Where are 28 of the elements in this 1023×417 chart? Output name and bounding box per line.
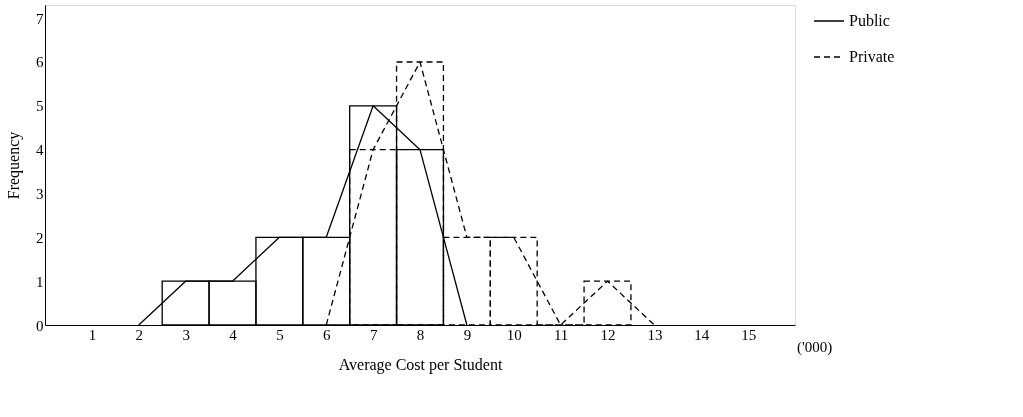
x-tick-label: 12 xyxy=(600,326,616,343)
y-tick-label: 4 xyxy=(36,142,44,159)
x-tick-label: 1 xyxy=(88,326,97,343)
x-tick-label: 2 xyxy=(135,326,143,343)
y-tick-label: 3 xyxy=(36,185,44,202)
x-tick-label: 15 xyxy=(741,326,757,343)
x-tick-label: 5 xyxy=(276,326,284,343)
x-tick-label: 9 xyxy=(463,326,472,343)
x-tick-label: 13 xyxy=(647,326,663,343)
x-tick-label: 7 xyxy=(369,326,378,343)
x-tick-label: 10 xyxy=(506,326,522,343)
x-tick-label: 8 xyxy=(416,326,425,343)
legend-label: Private xyxy=(849,48,895,65)
y-tick-label: 5 xyxy=(36,98,44,115)
y-axis-title: Frequency xyxy=(5,131,23,200)
y-tick-label: 0 xyxy=(36,317,44,334)
x-tick-label: 14 xyxy=(694,326,710,343)
legend-label: Public xyxy=(849,12,890,29)
x-tick-label: 6 xyxy=(323,326,331,343)
text: ('000) xyxy=(797,339,833,356)
y-tick-label: 2 xyxy=(36,229,44,246)
y-tick-label: 7 xyxy=(36,10,44,27)
x-axis-title: Average Cost per Student xyxy=(338,355,503,374)
y-tick-label: 1 xyxy=(36,273,44,290)
x-tick-label: 3 xyxy=(182,326,190,343)
x-tick-label: 4 xyxy=(229,326,238,343)
y-tick-label: 6 xyxy=(36,54,44,71)
x-tick-label: 11 xyxy=(553,326,569,343)
